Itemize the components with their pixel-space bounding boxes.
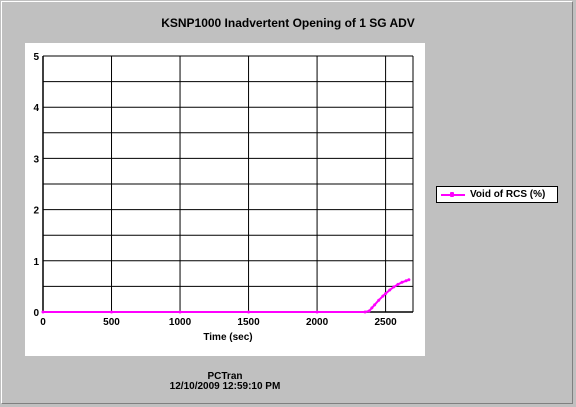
legend-marker (450, 192, 454, 197)
plot-panel: 0 1 2 3 4 5 0 500 1000 1500 2000 2500 Time (sec) (25, 43, 425, 356)
series-point (404, 279, 408, 283)
legend: Void of RCS (%) (436, 186, 558, 203)
legend-label: Void of RCS (%) (470, 189, 546, 200)
series-point (370, 306, 374, 310)
series-point (388, 288, 392, 292)
series-point (41, 310, 45, 314)
y-tick-label: 4 (33, 103, 39, 114)
x-tick-label: 0 (40, 317, 46, 328)
footer-app-name: PCTran (207, 371, 243, 382)
series-point (384, 292, 388, 296)
x-tick-label: 1500 (237, 317, 260, 328)
series-point (396, 282, 400, 286)
x-tick-label: 2500 (374, 317, 397, 328)
series-point (367, 309, 371, 313)
x-tick-label: 1000 (169, 317, 192, 328)
series-line-void-of-rcs (43, 278, 410, 313)
chart-title: KSNP1000 Inadvertent Opening of 1 SG ADV (161, 16, 415, 30)
x-tick-label: 500 (103, 317, 120, 328)
series-point (407, 278, 411, 282)
footer-timestamp: 12/10/2009 12:59:10 PM (169, 381, 281, 392)
y-tick-label: 0 (33, 308, 39, 319)
series-point (400, 280, 404, 284)
series-point (247, 310, 251, 314)
series-point (315, 310, 319, 314)
series-point (110, 310, 114, 314)
x-tick-label: 2000 (306, 317, 329, 328)
series-point (178, 310, 182, 314)
series-point (381, 294, 385, 298)
y-tick-label: 3 (33, 154, 39, 165)
x-axis-label: Time (sec) (203, 332, 252, 343)
series-point (363, 310, 367, 314)
y-tick-label: 5 (33, 52, 39, 63)
y-tick-label: 2 (33, 206, 39, 217)
series-point (392, 285, 396, 289)
series-point (373, 303, 377, 307)
chart-svg: 0 1 2 3 4 5 0 500 1000 1500 2000 2500 Time (sec) (33, 52, 414, 343)
series-point (377, 298, 381, 302)
y-tick-label: 1 (33, 257, 39, 268)
